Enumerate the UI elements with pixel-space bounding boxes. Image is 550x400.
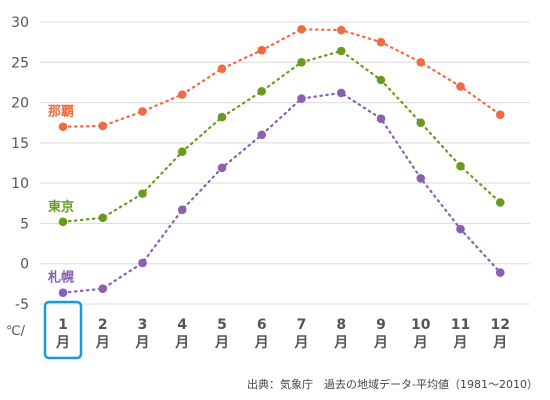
data-point <box>217 112 227 122</box>
data-point <box>297 57 306 67</box>
data-point <box>98 284 108 293</box>
x-tick-number: 10 <box>411 317 431 333</box>
data-point <box>177 90 187 99</box>
data-point <box>257 86 267 96</box>
x-axis: 1 月 2 月 3 月 4 月 5 月 6 月 7 月 8 月 9 月 10 月 11 月 12 月 <box>43 300 510 360</box>
data-point <box>98 213 108 223</box>
x-tick-number: 12 <box>491 317 510 333</box>
x-tick-suffix: 月 <box>174 335 189 351</box>
x-tick-number: 5 <box>217 317 227 333</box>
data-point <box>336 88 346 98</box>
data-point <box>336 25 346 35</box>
x-tick-number: 6 <box>257 317 267 333</box>
x-tick-suffix: 月 <box>55 335 70 351</box>
data-point <box>456 82 465 91</box>
series-2: 札幌 <box>47 88 505 298</box>
y-tick-label: -5 <box>15 297 29 313</box>
series-line <box>61 49 502 223</box>
series-line <box>61 91 502 294</box>
x-tick-number: 1 <box>58 317 68 333</box>
data-point <box>98 121 108 131</box>
x-tick-suffix: 月 <box>453 335 468 351</box>
y-tick-label: 25 <box>11 55 29 71</box>
x-tick-number: 3 <box>138 317 148 333</box>
data-point <box>257 130 267 140</box>
x-tick-number: 2 <box>98 317 108 333</box>
x-tick-suffix: 月 <box>333 335 348 351</box>
data-point <box>495 110 505 119</box>
y-tick-label: 5 <box>20 216 29 232</box>
x-tick-suffix: 月 <box>373 335 388 351</box>
data-point <box>416 118 426 128</box>
x-tick-suffix: 月 <box>254 335 269 351</box>
x-tick-number: 7 <box>297 317 307 333</box>
data-point <box>495 198 505 207</box>
source-note: 出典：気象庁 過去の地域データ-平均値（1981〜2010） <box>247 377 538 391</box>
data-point <box>58 288 68 298</box>
y-tick-label: 20 <box>11 96 29 112</box>
x-tick-suffix: 月 <box>135 335 150 351</box>
data-point <box>58 217 68 227</box>
data-point <box>138 258 147 268</box>
y-tick-label: 30 <box>11 15 29 31</box>
data-point <box>416 174 426 183</box>
series-1: 東京 <box>48 46 505 227</box>
series-0: 那覇 <box>48 24 505 132</box>
series-line <box>61 28 502 128</box>
data-point <box>58 122 68 132</box>
x-tick-suffix: 月 <box>95 335 110 351</box>
chart-grid <box>40 21 530 305</box>
data-point <box>138 107 147 116</box>
data-point <box>416 57 426 67</box>
data-point <box>336 46 346 56</box>
x-tick-suffix: 月 <box>492 335 507 351</box>
data-point <box>495 268 505 277</box>
x-tick-number: 11 <box>451 317 470 333</box>
x-tick-number: 9 <box>376 317 386 333</box>
x-tick-number: 8 <box>336 317 346 333</box>
y-axis: 30 25 20 15 10 5 0 -5 <box>11 15 29 313</box>
data-point <box>177 147 187 157</box>
data-point <box>376 114 386 123</box>
data-point <box>177 205 187 215</box>
unit-label: ℃/ <box>6 324 26 339</box>
y-tick-label: 15 <box>11 136 29 152</box>
x-tick-number: 4 <box>177 317 187 333</box>
series-label: 那覇 <box>48 105 74 120</box>
x-tick-suffix: 月 <box>413 335 428 351</box>
highlight-month-box <box>43 300 83 360</box>
data-point <box>257 45 267 55</box>
data-point <box>217 64 227 74</box>
data-point <box>138 189 147 198</box>
series-label: 東京 <box>48 199 74 215</box>
x-tick-suffix: 月 <box>214 335 229 351</box>
data-point <box>376 37 386 47</box>
x-tick-suffix: 月 <box>294 335 309 351</box>
y-tick-label: 0 <box>20 257 29 273</box>
data-point <box>217 163 227 173</box>
data-point <box>456 161 465 171</box>
data-point <box>456 224 465 234</box>
series-label: 札幌 <box>47 270 74 286</box>
data-point <box>297 24 306 34</box>
y-tick-label: 10 <box>11 176 29 192</box>
data-point <box>297 94 306 103</box>
data-point <box>376 75 386 85</box>
